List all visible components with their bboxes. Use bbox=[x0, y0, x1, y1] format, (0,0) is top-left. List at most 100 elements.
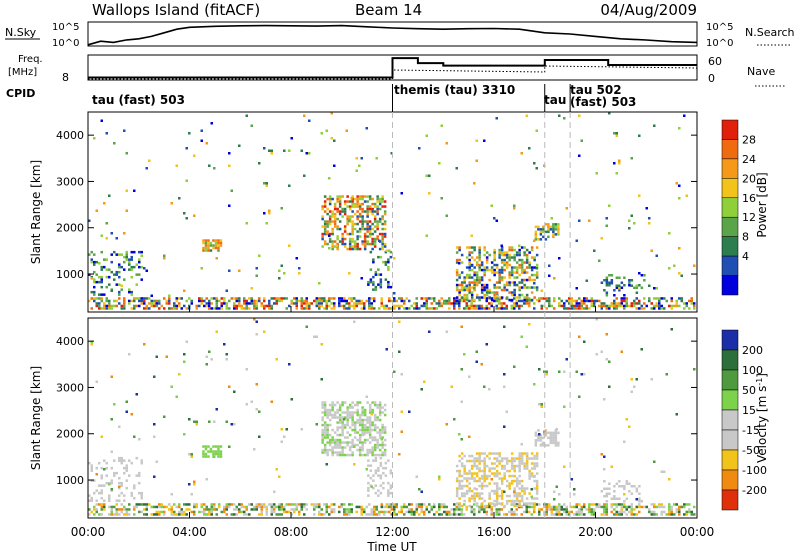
data-cell bbox=[683, 307, 686, 310]
data-cell bbox=[525, 505, 528, 509]
data-cell bbox=[369, 464, 373, 467]
data-cell bbox=[105, 307, 108, 310]
data-cell bbox=[346, 408, 349, 412]
data-cell bbox=[98, 293, 101, 296]
data-cell bbox=[130, 413, 133, 416]
data-cell bbox=[580, 373, 583, 376]
data-cell bbox=[483, 464, 486, 468]
data-cell bbox=[123, 260, 126, 264]
data-cell bbox=[173, 302, 176, 305]
data-cell bbox=[405, 307, 408, 310]
data-cell bbox=[493, 482, 496, 485]
x-tick-label: 04:00 bbox=[172, 525, 207, 539]
data-cell bbox=[565, 358, 568, 361]
data-cell bbox=[383, 426, 387, 429]
data-cell bbox=[552, 436, 555, 440]
data-cell bbox=[475, 139, 478, 142]
data-cell bbox=[558, 503, 561, 506]
data-cell bbox=[356, 245, 359, 248]
data-cell bbox=[470, 246, 474, 249]
data-cell bbox=[338, 200, 342, 203]
data-cell bbox=[285, 503, 288, 506]
data-cell bbox=[188, 304, 191, 308]
data-cell bbox=[108, 304, 111, 308]
data-cell bbox=[544, 230, 548, 234]
data-cell bbox=[328, 197, 332, 201]
data-cell bbox=[495, 117, 498, 120]
data-cell bbox=[328, 232, 332, 236]
data-cell bbox=[245, 299, 248, 303]
data-cell bbox=[363, 247, 367, 251]
data-cell bbox=[381, 195, 384, 198]
data-cell bbox=[565, 299, 568, 303]
data-cell bbox=[520, 454, 524, 458]
data-cell bbox=[535, 457, 539, 460]
data-cell bbox=[366, 215, 369, 218]
data-cell bbox=[458, 276, 461, 279]
data-cell bbox=[478, 505, 481, 509]
data-cell bbox=[323, 431, 327, 434]
data-cell bbox=[365, 468, 368, 471]
data-cell bbox=[660, 297, 663, 300]
data-cell bbox=[523, 268, 526, 272]
data-cell bbox=[653, 510, 656, 514]
data-cell bbox=[635, 302, 638, 305]
data-cell bbox=[283, 435, 286, 438]
data-cell bbox=[135, 273, 138, 276]
data-cell bbox=[503, 513, 506, 516]
data-cell bbox=[554, 436, 558, 440]
data-cell bbox=[215, 330, 218, 333]
data-cell bbox=[468, 286, 471, 289]
data-cell bbox=[315, 423, 318, 426]
data-cell bbox=[372, 479, 375, 482]
data-cell bbox=[384, 474, 388, 477]
data-cell bbox=[418, 513, 421, 516]
data-cell bbox=[688, 299, 691, 303]
data-cell bbox=[510, 256, 514, 259]
data-cell bbox=[600, 453, 603, 456]
data-cell bbox=[358, 220, 362, 223]
data-cell bbox=[535, 167, 538, 170]
data-cell bbox=[113, 304, 116, 308]
data-cell bbox=[323, 443, 327, 447]
data-cell bbox=[165, 355, 168, 358]
data-cell bbox=[535, 452, 539, 455]
data-cell bbox=[563, 510, 566, 514]
data-cell bbox=[618, 287, 621, 290]
data-cell bbox=[440, 304, 443, 308]
data-cell bbox=[603, 468, 606, 471]
data-cell bbox=[358, 448, 362, 452]
data-cell bbox=[305, 307, 308, 310]
data-cell bbox=[243, 513, 246, 516]
data-cell bbox=[690, 513, 693, 516]
data-cell bbox=[383, 510, 386, 514]
data-cell bbox=[583, 297, 586, 300]
data-cell bbox=[578, 297, 581, 300]
data-cell bbox=[535, 276, 539, 279]
data-cell bbox=[105, 275, 108, 279]
data-cell bbox=[193, 503, 196, 506]
data-cell bbox=[210, 122, 213, 125]
data-cell bbox=[377, 474, 380, 477]
data-cell bbox=[381, 426, 384, 429]
data-cell bbox=[138, 438, 141, 441]
data-cell bbox=[538, 368, 541, 371]
data-cell bbox=[203, 508, 206, 511]
data-cell bbox=[270, 508, 273, 511]
data-cell bbox=[468, 375, 471, 378]
data-cell bbox=[325, 307, 328, 310]
data-cell bbox=[353, 240, 357, 243]
data-cell bbox=[490, 489, 494, 493]
data-cell bbox=[118, 459, 121, 462]
data-cell bbox=[598, 505, 601, 509]
data-cell bbox=[371, 237, 374, 241]
data-cell bbox=[445, 302, 448, 305]
data-cell bbox=[123, 505, 126, 509]
data-cell bbox=[343, 416, 347, 419]
data-cell bbox=[133, 513, 136, 516]
data-cell bbox=[376, 441, 379, 444]
data-cell bbox=[555, 428, 558, 431]
data-cell bbox=[428, 510, 431, 514]
data-cell bbox=[158, 505, 161, 509]
data-cell bbox=[238, 269, 241, 272]
